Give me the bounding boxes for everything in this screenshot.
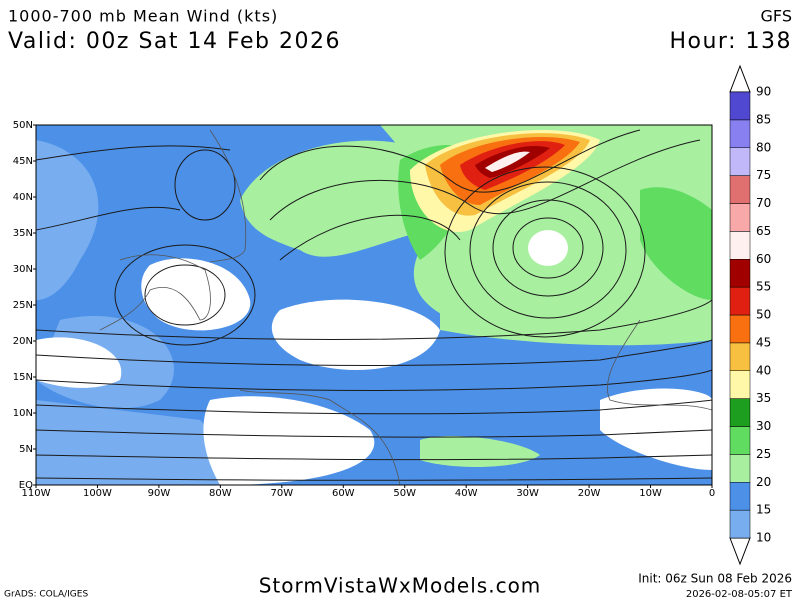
- lon-label: 10W: [639, 488, 662, 499]
- colorbar-label: 45: [756, 335, 771, 349]
- colorbar-label: 60: [756, 252, 771, 266]
- field-area: [271, 299, 440, 370]
- lat-label: 35N: [13, 228, 33, 239]
- credit: GrADS: COLA/IGES: [4, 590, 88, 600]
- lat-label: EQ: [19, 480, 33, 491]
- colorbar-box: [729, 91, 751, 121]
- lon-label: 110W: [22, 488, 51, 499]
- colorbar-cap: [729, 64, 751, 93]
- lon-label: 20W: [578, 488, 601, 499]
- colorbar-label: 55: [756, 280, 771, 294]
- colorbar-label: 65: [756, 224, 771, 238]
- colorbar-label: 15: [756, 503, 771, 517]
- colorbar-label: 90: [756, 85, 771, 99]
- colorbar-box: [729, 203, 751, 232]
- colorbar-box: [729, 119, 751, 148]
- lon-label: 60W: [332, 488, 355, 499]
- lat-label: 20N: [13, 336, 33, 347]
- colorbar-label: 80: [756, 140, 771, 154]
- colorbar-label: 35: [756, 391, 771, 405]
- lat-label: 40N: [13, 192, 33, 203]
- coastlines: [99, 129, 712, 485]
- colorbar-box: [729, 509, 751, 539]
- field-area: [203, 396, 375, 485]
- field-area: [528, 230, 568, 266]
- lat-label: 10N: [13, 408, 33, 419]
- colorbar-label: 70: [756, 196, 771, 210]
- field-area: [36, 337, 122, 388]
- colorbar-box: [729, 175, 751, 204]
- lon-label: 0: [709, 488, 715, 499]
- forecast-hour: Hour: 138: [669, 29, 792, 54]
- colorbar-label: 50: [756, 308, 771, 322]
- colorbar-box: [729, 482, 751, 511]
- colorbar-box: [729, 370, 751, 399]
- lon-label: 100W: [83, 488, 112, 499]
- colorbar-cap: [729, 537, 751, 566]
- streamlines: [36, 129, 712, 481]
- lon-label: 90W: [148, 488, 171, 499]
- wind-field: [36, 125, 712, 485]
- site-name: StormVistaWxModels.com: [259, 574, 542, 598]
- colorbar-label: 75: [756, 168, 771, 182]
- field-area: [640, 187, 712, 300]
- lat-label: 15N: [13, 372, 33, 383]
- colorbar-label: 20: [756, 475, 771, 489]
- field-area: [600, 388, 712, 470]
- lat-label: 30N: [13, 264, 33, 275]
- colorbar-label: 10: [756, 531, 771, 545]
- lon-label: 70W: [271, 488, 294, 499]
- lat-label: 45N: [13, 156, 33, 167]
- colorbar-box: [729, 426, 751, 455]
- model-name: GFS: [761, 7, 792, 26]
- colorbar: 10 15 20 25 30 35 40 45 50 55 60 65 70 75 80 85 90: [729, 64, 771, 566]
- colorbar-label: 30: [756, 419, 771, 433]
- field-area: [485, 151, 530, 172]
- colorbar-box: [729, 314, 751, 344]
- colorbar-label: 25: [756, 447, 771, 461]
- lon-label: 80W: [209, 488, 232, 499]
- lat-label: 50N: [13, 120, 33, 131]
- title: 1000-700 mb Mean Wind (kts): [8, 7, 278, 26]
- lat-label: 5N: [19, 444, 33, 455]
- colorbar-box: [729, 342, 751, 371]
- colorbar-label: 85: [756, 112, 771, 126]
- lon-label: 30W: [516, 488, 539, 499]
- lon-label: 40W: [455, 488, 478, 499]
- valid-time: Valid: 00z Sat 14 Feb 2026: [8, 29, 341, 54]
- field-area: [141, 258, 251, 331]
- colorbar-box: [729, 398, 751, 427]
- colorbar-box: [729, 286, 751, 316]
- init-time: Init: 06z Sun 08 Feb 2026: [638, 572, 792, 586]
- colorbar-label: 40: [756, 363, 771, 377]
- colorbar-box: [729, 259, 751, 288]
- lat-label: 25N: [13, 300, 33, 311]
- colorbar-box: [729, 231, 751, 260]
- lon-label: 50W: [393, 488, 416, 499]
- field-area: [36, 400, 260, 485]
- field-area: [240, 140, 430, 257]
- colorbar-box: [729, 454, 751, 483]
- colorbar-box: [729, 147, 751, 176]
- field-area: [36, 140, 99, 300]
- timestamp: 2026-02-08-05:07 ET: [686, 589, 793, 600]
